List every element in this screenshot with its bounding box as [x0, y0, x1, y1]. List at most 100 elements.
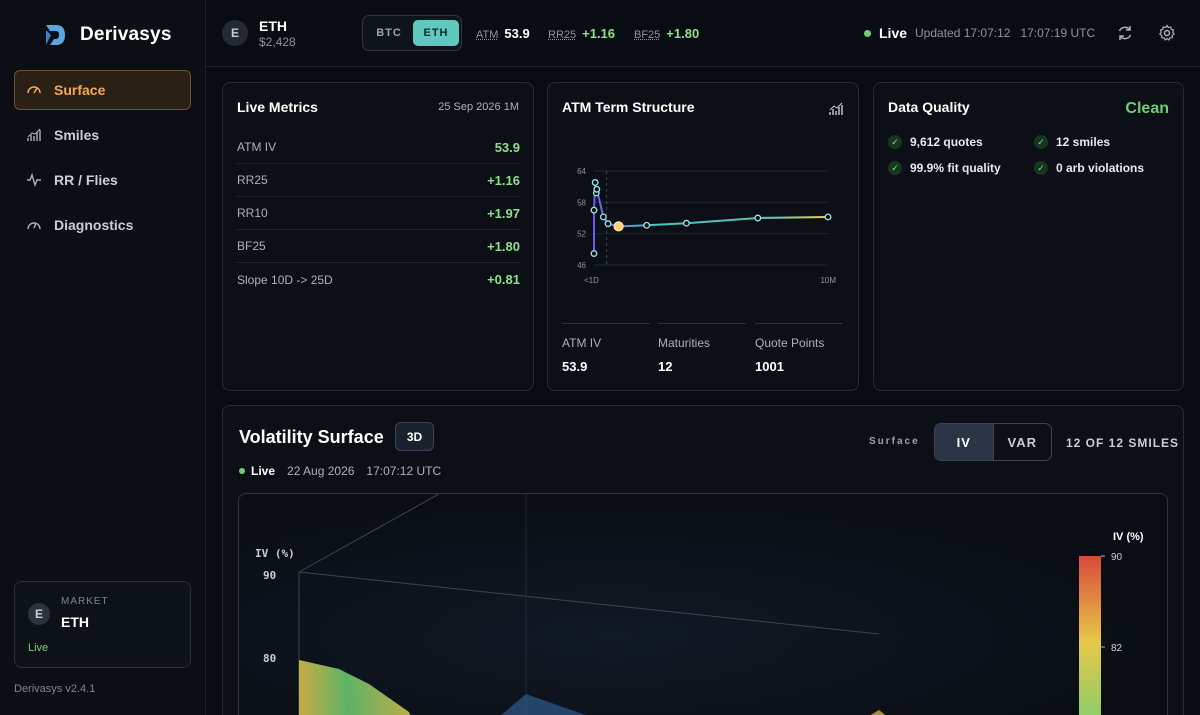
term-structure-title: ATM Term Structure: [562, 99, 695, 115]
sidebar-item-label: RR / Flies: [54, 172, 118, 188]
live-metrics-date: 25 Sep 2026 1M: [438, 101, 519, 113]
metric-value: +0.81: [487, 272, 520, 287]
data-point[interactable]: [643, 221, 651, 229]
data-point[interactable]: [604, 220, 612, 228]
metric-label: RR25: [237, 173, 268, 187]
check-icon: ✓: [888, 161, 902, 175]
bf25-chip-label: BF25: [634, 29, 661, 41]
market-card[interactable]: E MARKET ETH Live: [14, 581, 191, 668]
check-icon: ✓: [1034, 161, 1048, 175]
metric-row-rr10: RR10 +1.97: [237, 197, 520, 230]
sidebar-item-label: Surface: [54, 82, 106, 98]
check-icon: ✓: [888, 135, 902, 149]
x-tick-label: 10M: [820, 276, 836, 285]
refresh-icon[interactable]: [1116, 24, 1134, 42]
stat-label: Quote Points: [755, 336, 825, 350]
sidebar-item-surface[interactable]: Surface: [14, 70, 191, 110]
term-structure-line: [593, 182, 829, 254]
market-value: ETH: [61, 614, 89, 630]
topbar: E ETH $2,428 BTC ETH ATM 53.9 RR25 +1.16…: [206, 0, 1200, 67]
iv-mode-button[interactable]: IV: [935, 424, 994, 460]
surface-mode-toggle: IV VAR: [934, 423, 1052, 461]
live-metrics-card: Live Metrics 25 Sep 2026 1M ATM IV 53.9 …: [222, 82, 534, 391]
market-status: Live: [28, 642, 49, 654]
sidebar-item-label: Diagnostics: [54, 217, 134, 233]
eth-toggle-button[interactable]: ETH: [413, 20, 459, 46]
sidebar: Derivasys Surface Smiles RR / Flies Diag…: [0, 0, 206, 715]
sidebar-item-smiles[interactable]: Smiles: [14, 115, 191, 155]
data-point[interactable]: [590, 206, 598, 214]
stat-maturities: Maturities 12: [658, 323, 746, 374]
dq-item-label: 99.9% fit quality: [910, 161, 1001, 175]
z-axis-label: IV (%): [255, 547, 295, 560]
view-3d-badge[interactable]: 3D: [395, 422, 434, 451]
colorbar-tick-label: 82: [1111, 643, 1123, 654]
dq-item-label: 9,612 quotes: [910, 135, 983, 149]
btc-toggle-button[interactable]: BTC: [376, 27, 402, 39]
sidebar-item-rr-flies[interactable]: RR / Flies: [14, 160, 191, 200]
brand-name: Derivasys: [80, 24, 172, 45]
dq-item-smiles: ✓ 12 smiles: [1034, 135, 1110, 149]
dq-item-quotes: ✓ 9,612 quotes: [888, 135, 983, 149]
market-avatar: E: [28, 603, 50, 625]
stat-value: 53.9: [562, 359, 588, 374]
colorbar: [1079, 556, 1101, 715]
metric-label: RR10: [237, 206, 268, 220]
sidebar-item-diagnostics[interactable]: Diagnostics: [14, 205, 191, 245]
rr25-chip-value: +1.16: [582, 26, 616, 41]
live-label: Live: [879, 25, 908, 41]
market-label: MARKET: [61, 596, 109, 607]
live-dot: [239, 468, 245, 474]
highlighted-data-point[interactable]: [613, 221, 624, 232]
metric-value: +1.16: [487, 172, 520, 188]
box-edge: [298, 571, 880, 635]
term-structure-chart: 46 52 58 64 <1D 10M: [577, 167, 836, 285]
asset-toggle: BTC ETH: [362, 15, 462, 51]
metric-row-bf25: BF25 +1.80: [237, 230, 520, 263]
surface-label: Surface: [869, 436, 920, 447]
var-mode-button[interactable]: VAR: [1007, 434, 1037, 450]
data-point[interactable]: [682, 219, 690, 227]
dq-item-arb: ✓ 0 arb violations: [1034, 161, 1144, 175]
data-quality-card: Data Quality Clean ✓ 9,612 quotes ✓ 12 s…: [873, 82, 1184, 391]
brand[interactable]: Derivasys: [42, 22, 172, 48]
surface-title: Volatility Surface: [239, 427, 384, 447]
smiles-count: 12 OF 12 SMILES: [1066, 436, 1180, 450]
dial-icon: [25, 216, 43, 234]
data-point[interactable]: [590, 250, 598, 257]
colorbar-tick-label: 90: [1111, 552, 1123, 563]
surface-mesh: [501, 694, 586, 715]
atm-chip-label: ATM: [476, 29, 499, 41]
surface-date: 22 Aug 2026: [287, 464, 355, 478]
data-point[interactable]: [591, 179, 599, 186]
sidebar-nav: Surface Smiles RR / Flies Diagnostics: [14, 70, 191, 250]
dq-item-label: 0 arb violations: [1056, 161, 1145, 175]
term-stats: ATM IV 53.9 Maturities 12 Quote Points 1…: [562, 323, 844, 383]
surface-time: 17:07:12 UTC: [366, 464, 442, 478]
surface-3d-plot[interactable]: IV (%) 90 80 IV (%) 90 82: [239, 494, 1168, 715]
dq-item-fit: ✓ 99.9% fit quality: [888, 161, 1001, 175]
metric-label: Slope 10D -> 25D: [237, 272, 333, 287]
data-quality-status: Clean: [1125, 100, 1169, 117]
metric-value: 53.9: [494, 139, 520, 155]
metric-row-slope: Slope 10D -> 25D +0.81: [237, 263, 520, 296]
surface-plot[interactable]: IV (%) 90 80 IV (%) 90 82: [238, 493, 1168, 715]
term-structure-card: ATM Term Structure 46 52 58 64 <1D 10M ATM IV…: [547, 82, 859, 391]
surface-mesh: [299, 660, 411, 715]
data-quality-title: Data Quality: [888, 99, 970, 115]
volatility-surface-card: Volatility Surface 3D Surface IV VAR 12 …: [222, 405, 1184, 715]
x-tick-label: <1D: [584, 276, 599, 285]
data-point[interactable]: [754, 214, 762, 222]
data-point[interactable]: [824, 213, 832, 221]
stat-atm-iv: ATM IV 53.9: [562, 323, 650, 374]
chart-icon[interactable]: [828, 101, 844, 117]
atm-chip-value: 53.9: [504, 26, 530, 41]
app-version: Derivasys v2.4.1: [14, 683, 96, 695]
gear-icon[interactable]: [1158, 24, 1176, 42]
metric-value: +1.80: [487, 238, 520, 254]
pulse-icon: [25, 171, 43, 189]
gauge-icon: [25, 81, 43, 99]
updated-time: Updated 17:07:12: [915, 26, 1011, 40]
data-point[interactable]: [593, 185, 601, 193]
data-point[interactable]: [599, 213, 607, 221]
